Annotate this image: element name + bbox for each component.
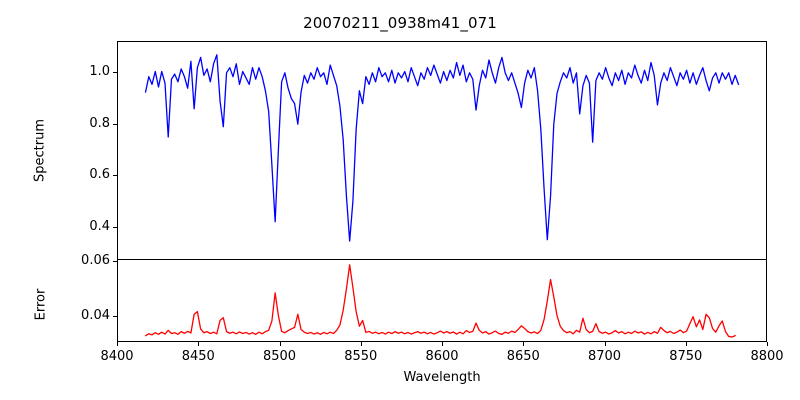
y-axis-tick-mark-spectrum (113, 71, 117, 73)
y-axis-tick-label-spectrum: 1.0 (89, 63, 110, 79)
spectrum-line-series (118, 42, 766, 259)
x-axis-tick-mark (198, 342, 200, 346)
chart-title: 20070211_0938m41_071 (303, 14, 497, 32)
x-axis-tick-label: 8650 (506, 349, 540, 364)
x-axis-tick-label: 8400 (100, 349, 134, 364)
x-axis-tick-mark (117, 342, 118, 346)
x-axis-tick-mark (685, 342, 687, 346)
x-axis-tick-label: 8750 (669, 349, 703, 364)
error-line-series (118, 260, 766, 341)
y-axis-tick-label-spectrum: 0.6 (89, 167, 110, 183)
x-axis-label: Wavelength (403, 370, 481, 385)
x-axis-tick-mark (279, 342, 281, 346)
x-axis-tick-mark (523, 342, 525, 346)
y-axis-label-spectrum: Spectrum (32, 119, 48, 182)
y-axis-tick-label-error: 0.06 (81, 253, 110, 269)
y-axis-tick-label-error: 0.04 (81, 307, 110, 323)
x-axis-tick-label: 8500 (262, 349, 297, 364)
y-axis-tick-mark-spectrum (113, 123, 117, 125)
y-axis-tick-mark-spectrum (113, 175, 117, 177)
y-axis-tick-label-spectrum: 0.8 (89, 115, 110, 131)
spectrum-plot-panel (117, 41, 767, 259)
spectrum-polyline (146, 55, 739, 241)
error-polyline (146, 265, 736, 337)
x-axis-tick-mark (604, 342, 606, 346)
x-axis-tick-label: 8700 (587, 349, 622, 364)
x-axis-tick-mark (360, 342, 362, 346)
y-axis-tick-mark-error (113, 315, 117, 317)
x-axis-tick-label: 8550 (344, 349, 378, 364)
y-axis-tick-label-spectrum: 0.4 (89, 218, 110, 234)
y-axis-tick-mark-error (113, 261, 117, 263)
x-axis-tick-label: 8600 (425, 349, 459, 364)
error-plot-panel (117, 259, 767, 342)
x-axis-tick-label: 8450 (181, 349, 215, 364)
x-axis-tick-mark (442, 342, 443, 346)
x-axis-tick-label: 8800 (750, 349, 784, 364)
y-axis-label-error: Error (33, 288, 49, 321)
y-axis-tick-mark-spectrum (113, 226, 117, 228)
x-axis-tick-mark (767, 342, 768, 346)
